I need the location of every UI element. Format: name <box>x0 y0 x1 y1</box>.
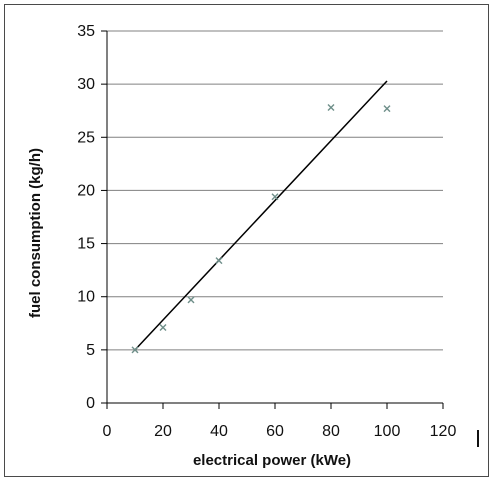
x-tick-label-40: 40 <box>210 423 228 440</box>
data-point-stroke-b <box>327 104 335 112</box>
y-tick-label-15: 15 <box>77 236 95 253</box>
x-tick-label-120: 120 <box>430 423 457 440</box>
tick-label-layer: 0 5 10 15 20 25 30 35 0 20 40 60 80 100 120 <box>77 23 456 440</box>
data-point-30 <box>187 296 195 304</box>
y-tick-label-35: 35 <box>77 23 95 40</box>
x-axis-title: electrical power (kWe) <box>193 452 351 469</box>
y-axis-title: fuel consumption (kg/h) <box>27 148 44 318</box>
linear-trendline <box>134 80 388 351</box>
trendline-layer <box>134 80 388 351</box>
y-tick-label-25: 25 <box>77 129 95 146</box>
data-point-stroke-b <box>383 105 391 113</box>
data-point-60 <box>271 193 279 201</box>
y-tick-label-0: 0 <box>86 395 95 412</box>
x-tick-label-80: 80 <box>322 423 340 440</box>
chart-frame <box>4 4 489 477</box>
data-point-100 <box>383 105 391 113</box>
x-tick-label-100: 100 <box>374 423 401 440</box>
grid-layer <box>107 30 443 351</box>
axis-layer <box>101 30 444 409</box>
x-tick-label-60: 60 <box>266 423 284 440</box>
data-point-10 <box>131 346 139 354</box>
data-point-stroke-b <box>271 193 279 201</box>
y-tick-label-10: 10 <box>77 289 95 306</box>
y-tick-label-20: 20 <box>77 182 95 199</box>
data-point-stroke-b <box>215 257 223 265</box>
data-point-20 <box>159 324 167 332</box>
data-point-stroke-b <box>131 346 139 354</box>
x-tick-label-20: 20 <box>154 423 172 440</box>
data-point-stroke-b <box>159 324 167 332</box>
y-tick-label-5: 5 <box>86 342 95 359</box>
x-tick-label-0: 0 <box>103 423 112 440</box>
data-point-stroke-b <box>187 296 195 304</box>
y-tick-label-30: 30 <box>77 76 95 93</box>
data-points-layer <box>131 104 391 354</box>
data-point-80 <box>327 104 335 112</box>
data-point-40 <box>215 257 223 265</box>
